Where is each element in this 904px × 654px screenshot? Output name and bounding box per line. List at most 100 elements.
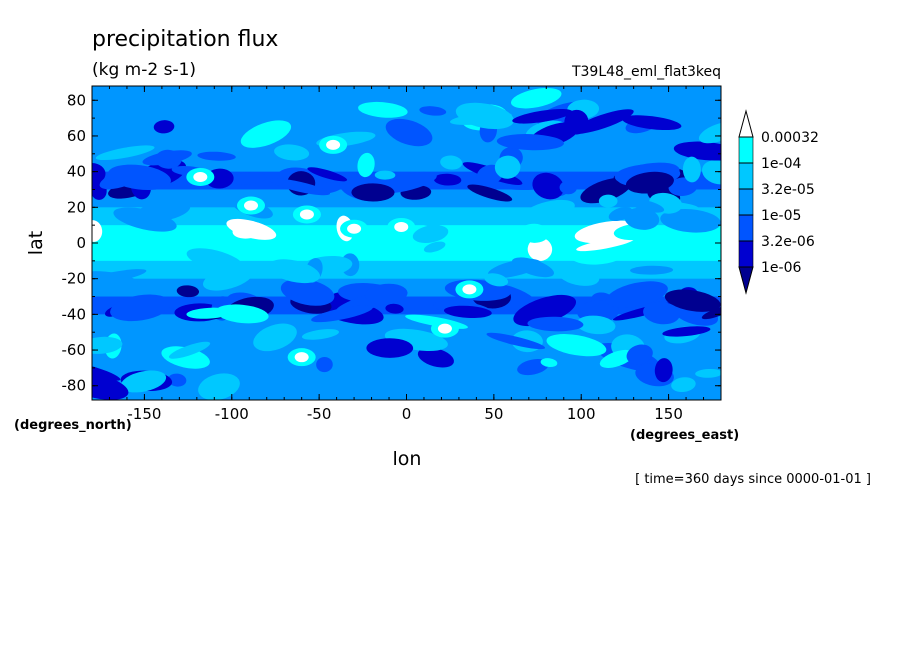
contour-blob [412,225,449,243]
colorbar-level-label: 3.2e-06 [761,234,815,250]
x-tick-label: 100 [567,405,596,423]
contour-blob [168,373,187,387]
contour-blob [654,358,673,383]
contour-blob [186,307,232,319]
contour-blob [365,283,408,305]
zonal-band [92,350,721,369]
contour-blob [510,87,562,109]
contour-blob [630,265,674,275]
maximum-spot [462,284,477,295]
zonal-band [92,367,721,387]
maximum-spot [394,221,409,232]
contour-blob [253,323,297,352]
contour-blob [95,145,155,161]
colorbar-segment [738,240,754,268]
contour-blob [113,207,177,232]
x-tick-label: -50 [307,405,332,423]
contour-blob [664,289,721,312]
zonal-band [92,260,721,280]
contour-blob [599,349,634,368]
contour-blob [629,199,665,213]
contour-blob [226,218,277,240]
contour-blob [513,294,577,327]
x-tick-label: 0 [402,405,412,423]
contour-blob [702,160,721,185]
contour-blob [215,304,269,324]
contour-blob [519,223,550,243]
y-units-label: (degrees_north) [14,418,132,433]
zonal-band [92,86,721,101]
maximum-spot [326,139,341,150]
x-units-label: (degrees_east) [630,428,739,443]
contour-blob [540,358,558,368]
contour-blob [546,334,607,357]
zonal-band [92,243,721,262]
x-axis: -150 -100 -50 0 50 100 150 [108,86,705,423]
contour-blob [419,106,447,116]
contour-blob [605,281,668,308]
contour-blob [268,259,320,284]
contour-blob [484,273,509,287]
contour-blob [120,370,167,393]
colorbar-segment [738,162,754,190]
time-footer: [ time=360 days since 0000-01-01 ] [635,472,871,487]
contour-blob [625,171,674,194]
colorbar-legend: 0.00032 1e-04 3.2e-05 1e-05 3.2e-06 1e-06 [738,109,819,295]
contour-blob [494,155,521,179]
contour-blob [598,194,618,208]
contour-blob [662,326,711,337]
colorbar-segment [738,214,754,242]
contour-blob [92,269,147,285]
contour-blob [385,303,404,314]
contour-blob [110,294,171,322]
contour-blob [622,115,682,131]
y-axis-title: lat [25,231,47,255]
zonal-band [92,153,721,173]
contour-blob [556,263,600,286]
contour-blob [176,285,200,298]
contour-blob [440,155,463,170]
contour-blob [240,120,292,148]
y-tick-label: 80 [67,91,86,109]
y-axis: 80 60 40 20 0 -20 -40 -60 -80 [62,91,721,395]
contour-blob [467,184,513,202]
contour-blob [624,207,660,230]
contour-blob [357,152,375,178]
contour-blob [527,316,584,332]
colorbar-level-label: 0.00032 [761,130,819,146]
contour-blob [291,239,339,258]
contour-blob [92,220,103,242]
contour-blob [202,265,254,291]
colorbar-bottom-arrow [738,266,754,295]
maximum-spot [193,171,208,182]
contour-blob [527,237,553,261]
zonal-band [92,385,721,400]
contour-blob [626,344,653,365]
contour-blob [660,208,721,233]
maximum-spot [243,200,258,211]
contour-blob [186,248,244,272]
y-tick-label: -20 [62,270,87,288]
chart-title: precipitation flux [92,27,278,52]
x-tick-label: 150 [654,405,683,423]
contour-blob [423,241,446,253]
contour-blob [307,167,348,182]
contour-blob [532,172,564,200]
y-tick-label: -40 [62,305,87,323]
contour-blob [417,347,454,368]
x-tick-label: -100 [215,405,249,423]
colorbar-segment [738,136,754,164]
contour-blob [274,144,310,161]
contour-blob [366,338,414,358]
contour-blob [385,118,433,147]
y-tick-label: -60 [62,341,87,359]
contour-blob [229,172,267,185]
y-tick-label: 60 [67,127,86,145]
contour-blob [673,141,721,161]
colorbar-level-label: 1e-04 [761,156,801,172]
contour-blob [564,109,589,135]
contour-blob [301,329,340,340]
colorbar-level-label: 3.2e-05 [761,182,815,198]
contour-blob [695,368,721,378]
